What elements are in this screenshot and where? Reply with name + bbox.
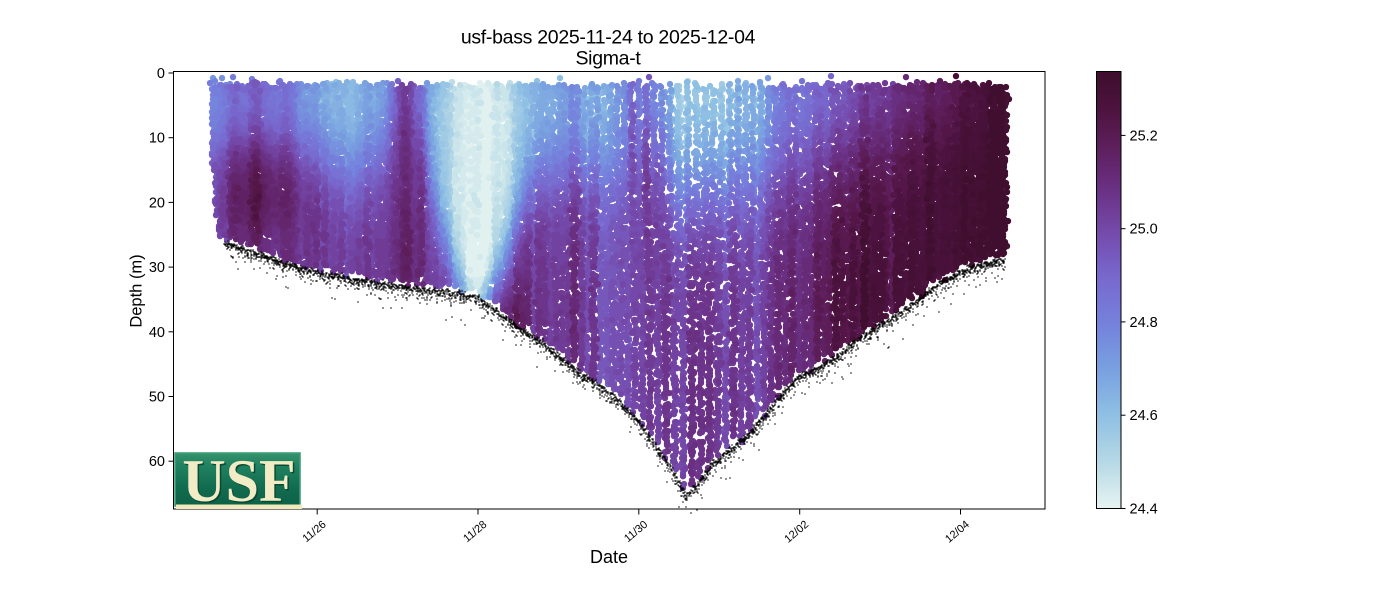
svg-text:24.4: 24.4 (1130, 502, 1158, 518)
svg-text:20: 20 (149, 195, 165, 211)
svg-text:25.0: 25.0 (1130, 222, 1158, 238)
svg-text:USF: USF (182, 448, 295, 514)
svg-text:24.6: 24.6 (1130, 408, 1158, 424)
svg-text:25.2: 25.2 (1130, 128, 1158, 144)
svg-text:USF: USF (184, 450, 297, 516)
svg-text:30: 30 (149, 260, 165, 276)
svg-text:24.8: 24.8 (1130, 315, 1158, 331)
svg-text:50: 50 (149, 390, 165, 406)
svg-text:Date: Date (590, 547, 628, 567)
svg-text:Depth (m): Depth (m) (128, 254, 146, 327)
svg-text:60: 60 (149, 454, 165, 470)
svg-text:Sigma-t: Sigma-t (575, 48, 641, 70)
svg-text:usf-bass 2025-11-24 to 2025-12: usf-bass 2025-11-24 to 2025-12-04 (461, 27, 756, 49)
svg-text:10: 10 (149, 131, 165, 147)
svg-text:0: 0 (157, 66, 165, 82)
svg-text:40: 40 (149, 325, 165, 341)
